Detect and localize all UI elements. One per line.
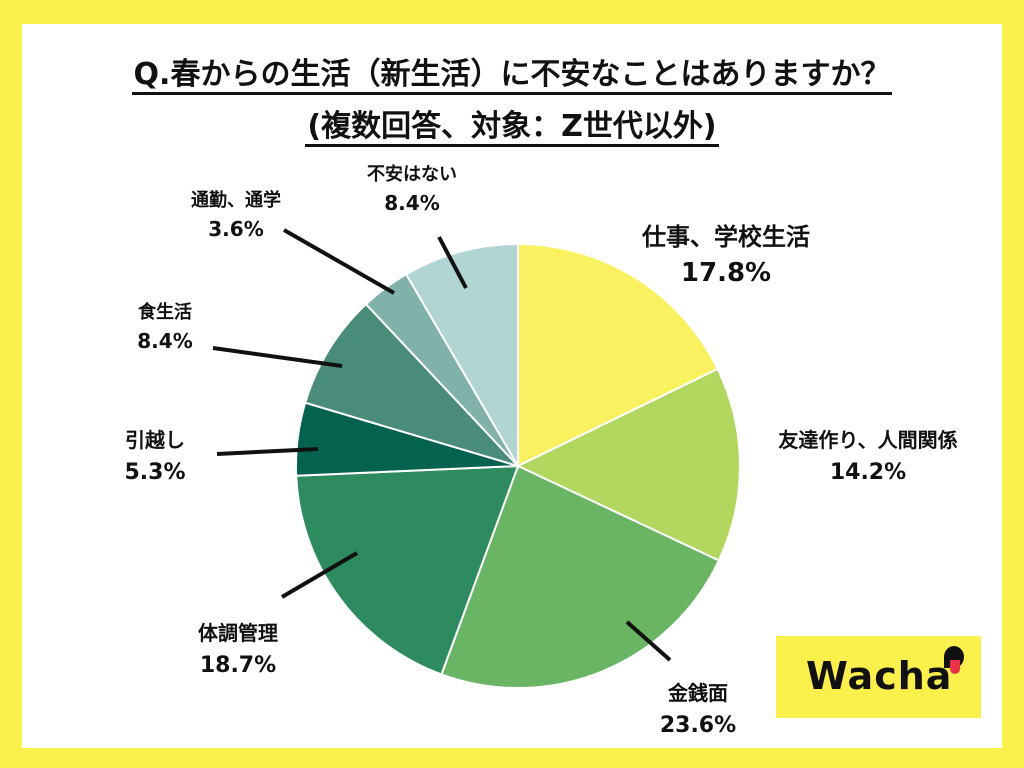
chart-title-text-1: Q.春からの生活（新生活）に不安なことはありますか？ (131, 57, 893, 95)
slice-label-5: 引越し (125, 428, 185, 452)
slice-label-8: 不安はない (367, 163, 457, 185)
leader-line-3 (625, 620, 672, 662)
slice-label-2: 友達作り、人間関係 (778, 428, 957, 452)
slice-label-4: 体調管理 (198, 621, 278, 645)
pie-slice-4 (295, 464, 520, 676)
chart-title-line2: (複数回答、対象：Z世代以外) (0, 107, 1024, 147)
logo-tongue-icon (950, 660, 960, 674)
pie-slice-8 (404, 242, 519, 470)
slice-value-label-8: 8.4% (384, 191, 439, 215)
leader-line-5 (216, 447, 319, 456)
slice-label-3: 金銭面 (667, 681, 728, 705)
slice-value-label-7: 3.6% (208, 217, 263, 241)
leader-line-4 (280, 551, 359, 599)
pie-slice-3 (440, 464, 721, 689)
slice-label-1: 仕事、学校生活 (641, 223, 810, 251)
pie-slice-1 (517, 242, 720, 468)
slice-value-label-6: 8.4% (137, 329, 192, 353)
pie-slice-6 (303, 302, 522, 469)
leader-line-8 (437, 236, 468, 289)
pie-slice-2 (515, 367, 741, 562)
slice-value-label-2: 14.2% (830, 460, 906, 485)
logo-text: Wacha (806, 654, 953, 698)
chart-title-line1: Q.春からの生活（新生活）に不安なことはありますか？ (0, 55, 1024, 95)
leader-line-7 (283, 228, 395, 295)
chart-title-text-2: (複数回答、対象：Z世代以外) (305, 109, 719, 147)
slice-label-6: 食生活 (137, 301, 192, 323)
slice-value-label-1: 17.8% (681, 258, 771, 288)
slice-value-label-4: 18.7% (200, 653, 276, 678)
slice-value-label-5: 5.3% (124, 460, 185, 485)
slice-label-7: 通勤、通学 (191, 189, 281, 211)
leader-line-6 (212, 346, 343, 368)
slice-value-label-3: 23.6% (660, 713, 736, 738)
wacha-logo: Wacha (776, 636, 981, 718)
